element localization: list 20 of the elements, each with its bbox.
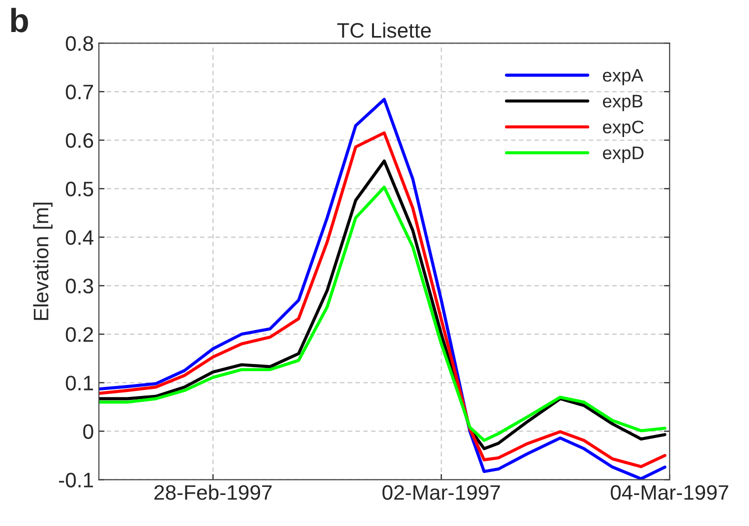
y-tick-label: 0.1 bbox=[66, 376, 93, 390]
y-tick-label: 0.5 bbox=[66, 182, 94, 196]
y-tick-label: 0.6 bbox=[66, 133, 94, 148]
x-tick-label: 04-Mar-1997 bbox=[610, 485, 728, 500]
legend-label: expD bbox=[602, 146, 644, 163]
legend-label: expA bbox=[602, 69, 644, 86]
x-tick-label: 28-Feb-1997 bbox=[154, 484, 272, 500]
y-tick-label: 0.3 bbox=[66, 278, 94, 294]
y-tick-label: 0 bbox=[83, 424, 94, 439]
x-tick-label: 02-Mar-1997 bbox=[382, 485, 500, 500]
y-tick-label: 0.8 bbox=[66, 36, 94, 51]
text: b bbox=[11, 8, 28, 32]
legend-label: expC bbox=[602, 120, 644, 137]
y-tick-label: -0.1 bbox=[59, 472, 93, 488]
legend-label: expB bbox=[602, 94, 642, 112]
chart-title: TC Lisette bbox=[337, 22, 431, 38]
y-tick-label: 0.2 bbox=[66, 327, 93, 342]
y-tick-label: 0.7 bbox=[66, 84, 93, 100]
y-axis-title: Elevation [m] bbox=[33, 202, 53, 320]
y-tick-label: 0.4 bbox=[66, 230, 94, 245]
